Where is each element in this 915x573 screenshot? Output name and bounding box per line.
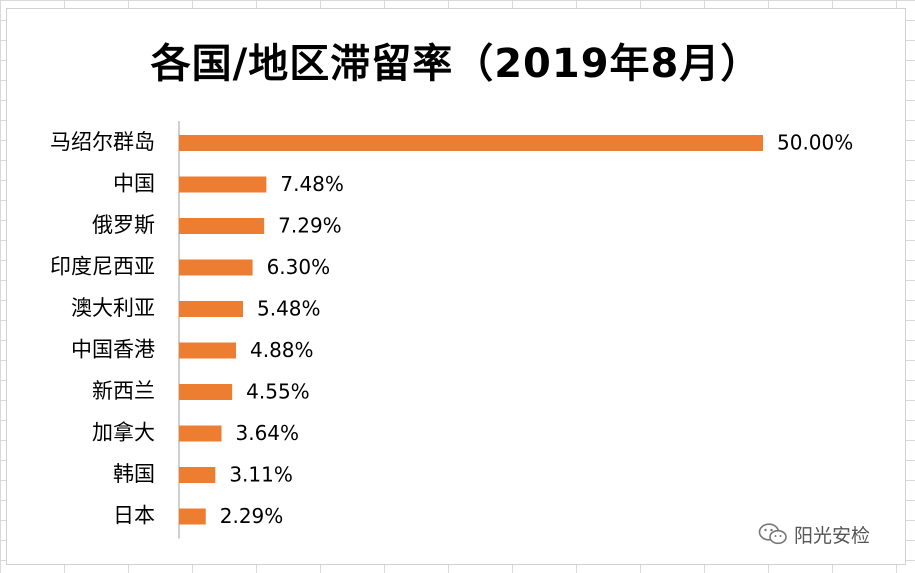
bar[interactable]: [179, 135, 763, 151]
data-label: 5.48%: [257, 297, 321, 321]
data-label: 4.88%: [250, 338, 314, 362]
data-label: 3.11%: [229, 463, 293, 487]
bar[interactable]: [179, 259, 253, 276]
data-label: 6.30%: [267, 255, 331, 279]
data-label: 50.00%: [777, 131, 853, 155]
category-label: 中国香港: [71, 338, 155, 362]
chart-area[interactable]: 各国/地区滞留率（2019年8月）: [6, 8, 906, 565]
bar[interactable]: [179, 508, 206, 525]
category-label: 日本: [113, 504, 155, 528]
wechat-icon: [758, 523, 787, 545]
data-label: 3.64%: [236, 421, 300, 445]
bar[interactable]: [179, 425, 222, 442]
bars-group: 马绍尔群岛 50.00% 中国 7.48% 俄罗斯 7.29% 印度尼西亚 6.30% 澳大利亚…: [50, 130, 853, 528]
data-label: 7.48%: [280, 172, 344, 196]
bar[interactable]: [179, 384, 233, 400]
watermark: 阳光安检: [758, 520, 870, 548]
category-label: 马绍尔群岛: [50, 130, 155, 154]
bar[interactable]: [179, 301, 244, 317]
data-label: 4.55%: [246, 380, 310, 404]
watermark-text: 阳光安检: [794, 524, 871, 547]
bar[interactable]: [179, 342, 236, 359]
category-label: 印度尼西亚: [50, 255, 155, 279]
category-label: 俄罗斯: [92, 213, 155, 237]
category-label: 韩国: [113, 462, 155, 486]
category-label: 中国: [113, 172, 155, 196]
data-label: 7.29%: [278, 214, 342, 238]
category-label: 新西兰: [92, 379, 155, 403]
data-label: 2.29%: [220, 504, 284, 528]
bar[interactable]: [179, 176, 267, 193]
category-label: 加拿大: [92, 421, 155, 445]
bar[interactable]: [179, 218, 265, 234]
category-label: 澳大利亚: [71, 296, 155, 320]
bar[interactable]: [179, 467, 216, 483]
chart-title: 各国/地区滞留率（2019年8月）: [150, 41, 762, 87]
